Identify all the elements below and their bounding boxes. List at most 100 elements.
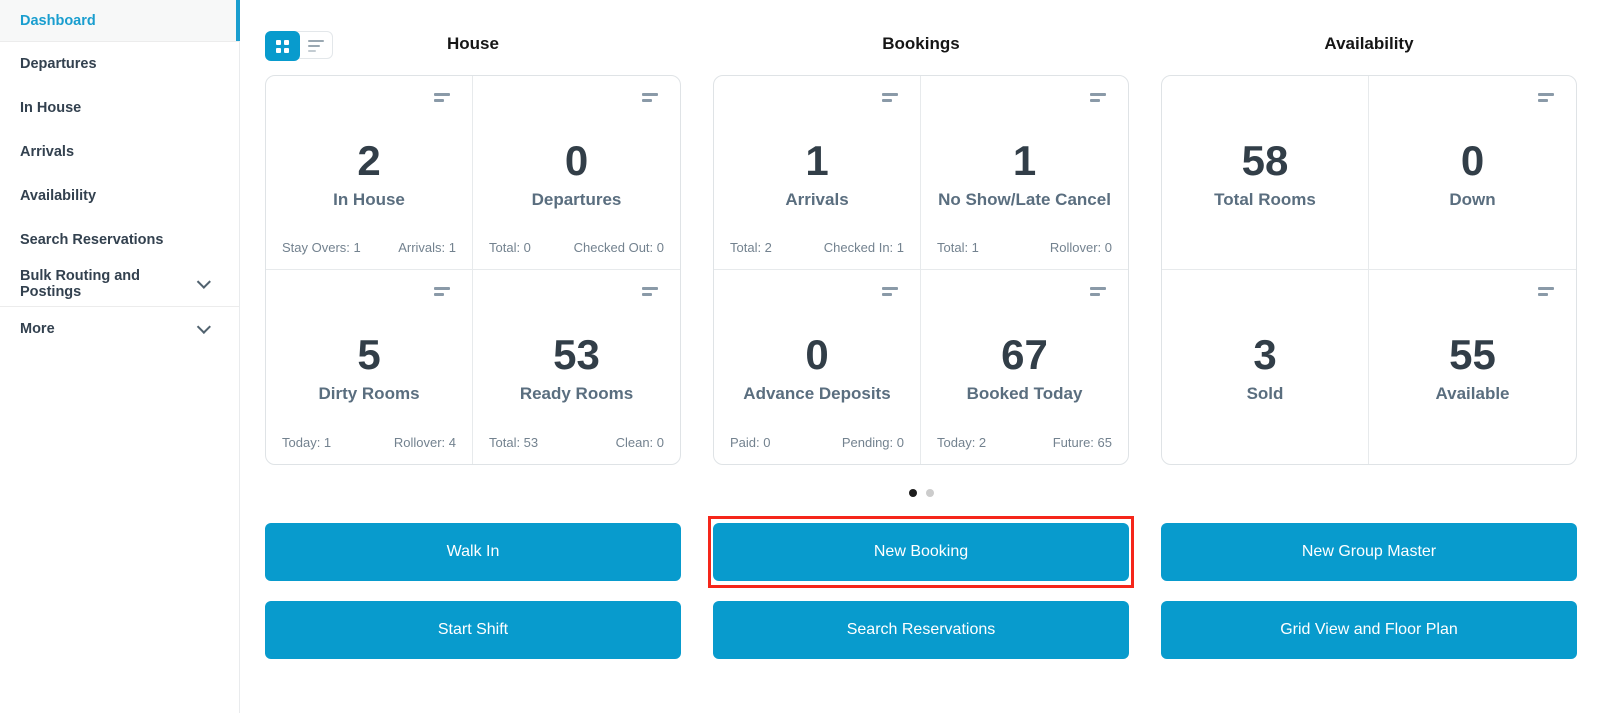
card-menu-icon[interactable]	[1090, 287, 1106, 296]
stat-value: 1	[805, 137, 829, 184]
stat-label: Arrivals	[785, 190, 849, 210]
sidebar-item-label: More	[20, 320, 55, 337]
stat-footer-left: Total: 0	[489, 240, 531, 255]
stat-label: Down	[1449, 190, 1496, 210]
card-menu-icon[interactable]	[1090, 93, 1106, 102]
stat-label: Total Rooms	[1214, 190, 1316, 210]
action-buttons: Walk In New Booking New Group Master Sta…	[265, 516, 1610, 659]
list-view-toggle[interactable]	[299, 32, 332, 60]
card-menu-icon[interactable]	[642, 287, 658, 296]
stat-value: 0	[564, 137, 589, 184]
header-row: House Bookings Availability	[265, 0, 1610, 75]
sidebar-item-label: Bulk Routing and Postings	[20, 268, 141, 300]
action-wrap: Search Reservations	[713, 601, 1129, 659]
stat-card-available[interactable]: 55 Available	[1369, 270, 1576, 464]
card-menu-icon[interactable]	[882, 93, 898, 102]
stat-label: Available	[1435, 384, 1510, 404]
action-wrap-highlighted: New Booking	[708, 516, 1134, 588]
main-content: House Bookings Availability 2 In House S…	[240, 0, 1610, 713]
stat-value: 3	[1253, 331, 1277, 378]
stat-label: Ready Rooms	[519, 384, 634, 404]
stat-footer: Stay Overs: 1 Arrivals: 1	[282, 240, 456, 255]
stat-card-departures[interactable]: 0 Departures Total: 0 Checked Out: 0	[473, 76, 680, 270]
stat-value: 0	[1460, 137, 1485, 184]
sidebar-item-dashboard[interactable]: Dashboard	[0, 0, 240, 42]
card-menu-icon[interactable]	[1538, 287, 1554, 296]
stat-card-sold[interactable]: 3 Sold	[1162, 270, 1369, 464]
group-availability: 58 Total Rooms 0 Down 3 Sold 55 Availabl…	[1161, 75, 1577, 465]
stat-card-total-rooms[interactable]: 58 Total Rooms	[1162, 76, 1369, 270]
action-wrap: Start Shift	[265, 601, 681, 659]
stat-card-advance-deposits[interactable]: 0 Advance Deposits Paid: 0 Pending: 0	[714, 270, 921, 464]
sidebar-item-label: In House	[20, 100, 82, 116]
stat-footer-right: Pending: 0	[841, 435, 904, 450]
stat-footer-right: Checked Out: 0	[573, 240, 664, 255]
walk-in-button[interactable]: Walk In	[265, 523, 681, 581]
stat-card-in-house[interactable]: 2 In House Stay Overs: 1 Arrivals: 1	[266, 76, 473, 270]
carousel-dots	[265, 489, 1577, 497]
card-menu-icon[interactable]	[1538, 93, 1554, 102]
stat-footer-left: Total: 2	[730, 240, 772, 255]
card-menu-icon[interactable]	[434, 287, 450, 296]
stat-value: 58	[1241, 137, 1289, 184]
stat-footer-right: Clean: 0	[615, 435, 664, 450]
sidebar-item-more[interactable]: More	[0, 306, 239, 350]
stat-footer-right: Arrivals: 1	[398, 240, 456, 255]
sidebar-item-departures[interactable]: Departures	[0, 42, 239, 86]
view-toggle	[265, 31, 333, 61]
stat-label: Departures	[531, 190, 622, 210]
stat-footer-left: Paid: 0	[730, 435, 771, 450]
stat-footer-right: Rollover: 0	[1049, 240, 1112, 255]
card-menu-icon[interactable]	[642, 93, 658, 102]
start-shift-button[interactable]: Start Shift	[265, 601, 681, 659]
list-view-icon	[307, 37, 324, 55]
carousel-dot-2[interactable]	[925, 489, 934, 497]
sidebar-item-label: Dashboard	[20, 12, 96, 29]
stat-card-down[interactable]: 0 Down	[1369, 76, 1576, 270]
card-menu-icon[interactable]	[434, 93, 450, 102]
group-bookings: 1 Arrivals Total: 2 Checked In: 1 1 No S…	[713, 75, 1129, 465]
sidebar-item-bulk-routing-and-postings[interactable]: Bulk Routing and Postings	[0, 262, 239, 306]
new-booking-button[interactable]: New Booking	[713, 523, 1129, 581]
sidebar-item-label: Departures	[20, 56, 97, 72]
sidebar-item-in-house[interactable]: In House	[0, 86, 239, 130]
sidebar-item-label: Availability	[20, 188, 97, 204]
section-titles: House Bookings Availability	[265, 0, 1610, 54]
stat-value: 0	[805, 331, 829, 378]
stat-value: 67	[1001, 331, 1048, 378]
stat-footer-left: Stay Overs: 1	[282, 240, 361, 255]
stat-value: 1	[1012, 137, 1037, 184]
stat-card-no-show-late-cancel[interactable]: 1 No Show/Late Cancel Total: 1 Rollover:…	[921, 76, 1128, 270]
stat-footer: Total: 2 Checked In: 1	[730, 240, 904, 255]
stat-card-ready-rooms[interactable]: 53 Ready Rooms Total: 53 Clean: 0	[473, 270, 680, 464]
sidebar-item-availability[interactable]: Availability	[0, 174, 239, 218]
sidebar-item-search-reservations[interactable]: Search Reservations	[0, 218, 239, 262]
stat-label: Advance Deposits	[743, 384, 891, 404]
search-reservations-button[interactable]: Search Reservations	[713, 601, 1129, 659]
stat-label: Sold	[1246, 384, 1284, 404]
stat-footer: Today: 1 Rollover: 4	[282, 435, 456, 450]
new-group-master-button[interactable]: New Group Master	[1161, 523, 1577, 581]
stat-footer: Today: 2 Future: 65	[937, 435, 1112, 450]
stat-value: 5	[357, 331, 381, 378]
grid-view-toggle[interactable]	[265, 31, 300, 61]
stat-label: No Show/Late Cancel	[938, 190, 1111, 210]
stat-label: In House	[333, 190, 405, 210]
grid-view-and-floor-plan-button[interactable]: Grid View and Floor Plan	[1161, 601, 1577, 659]
stat-footer: Paid: 0 Pending: 0	[730, 435, 904, 450]
stat-card-arrivals[interactable]: 1 Arrivals Total: 2 Checked In: 1	[714, 76, 921, 270]
action-wrap: Grid View and Floor Plan	[1161, 601, 1577, 659]
sidebar: Dashboard Departures In House Arrivals A…	[0, 0, 240, 713]
stat-footer-left: Total: 1	[937, 240, 979, 255]
card-menu-icon[interactable]	[882, 287, 898, 296]
sidebar-item-arrivals[interactable]: Arrivals	[0, 130, 239, 174]
action-wrap: New Group Master	[1161, 523, 1577, 581]
stat-value: 53	[553, 331, 600, 378]
stat-value: 2	[357, 137, 381, 184]
stat-footer-right: Future: 65	[1052, 435, 1112, 450]
carousel-dot-1[interactable]	[908, 489, 917, 497]
stat-groups: 2 In House Stay Overs: 1 Arrivals: 1 0 D…	[265, 75, 1610, 465]
stat-card-dirty-rooms[interactable]: 5 Dirty Rooms Today: 1 Rollover: 4	[266, 270, 473, 464]
stat-card-booked-today[interactable]: 67 Booked Today Today: 2 Future: 65	[921, 270, 1128, 464]
